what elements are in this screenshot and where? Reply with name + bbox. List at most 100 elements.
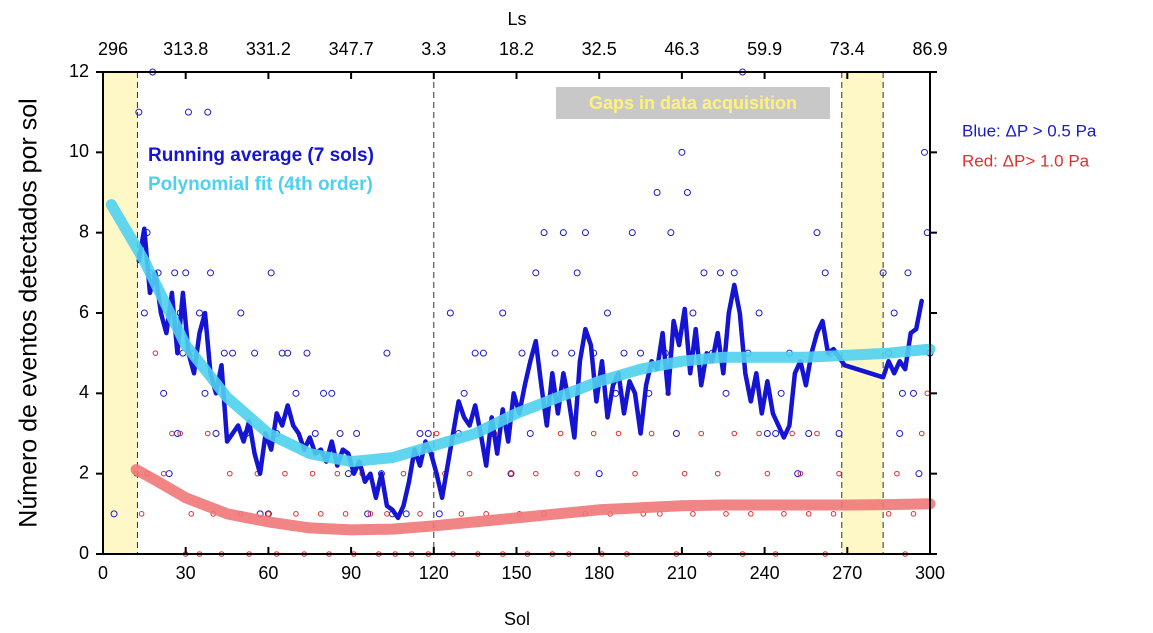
data-point (637, 349, 645, 357)
data-point (797, 470, 804, 477)
data-point (344, 470, 352, 478)
legend-entry: Polynomial fit (4th order) (148, 174, 373, 195)
legend-entry: Red: ΔP> 1.0 Pa (962, 151, 1090, 170)
data-point (896, 430, 904, 437)
data-point (540, 229, 548, 237)
data-point (169, 430, 175, 437)
data-point (595, 470, 603, 478)
data-point (311, 430, 319, 437)
data-point (282, 470, 288, 477)
data-point (909, 389, 917, 397)
data-point (160, 470, 167, 477)
data-point (165, 470, 173, 478)
data-point (690, 511, 696, 517)
data-point (681, 470, 688, 477)
data-point (177, 430, 183, 437)
y-tick-label: 12 (69, 61, 89, 81)
top-tick-label: 46.3 (664, 39, 699, 59)
data-point (723, 511, 729, 517)
data-point (152, 350, 159, 356)
data-point (342, 511, 349, 517)
data-point (320, 389, 328, 397)
data-point (424, 430, 432, 437)
y-axis-label: Número de eventos detectados por sol (15, 98, 43, 527)
data-point (518, 349, 526, 357)
top-tick-label: 32.5 (582, 39, 617, 59)
annotation: Gaps in data acquisition (589, 93, 797, 113)
top-axis-label: Ls (507, 9, 526, 29)
data-point (777, 389, 785, 397)
data-point (384, 511, 390, 517)
data-point (229, 349, 237, 357)
data-point (237, 309, 245, 317)
annotation-box (556, 87, 830, 119)
data-point (683, 189, 691, 196)
data-point (309, 470, 316, 477)
data-point (894, 470, 900, 477)
y-tick-label: 2 (79, 462, 89, 482)
data-point (836, 470, 842, 477)
data-point (730, 269, 738, 277)
data-point (716, 269, 724, 277)
y-tick-label: 6 (79, 302, 89, 322)
data-point (507, 470, 515, 478)
x-tick-label: 120 (419, 563, 449, 583)
x-tick-label: 0 (98, 563, 108, 583)
data-point (805, 511, 812, 517)
data-point (479, 349, 487, 357)
data-point (532, 269, 540, 277)
data-point (672, 430, 680, 437)
data-point (204, 430, 211, 437)
data-point (212, 430, 220, 437)
data-point (794, 470, 802, 478)
x-tick-label: 300 (915, 563, 945, 583)
data-point (265, 511, 272, 517)
data-point (471, 349, 479, 357)
fit-line (130, 464, 936, 536)
data-point (756, 430, 762, 437)
data-point (293, 511, 299, 517)
data-point (557, 430, 564, 437)
data-point (383, 349, 391, 357)
data-point (182, 269, 190, 277)
data-point (890, 309, 898, 317)
data-point (689, 309, 697, 317)
x-axis-label: Sol (504, 609, 530, 629)
data-point (830, 511, 837, 517)
data-point (632, 470, 638, 477)
data-point (924, 390, 931, 397)
data-point (678, 148, 686, 156)
data-point (499, 309, 507, 317)
data-point (138, 511, 145, 517)
data-point (789, 430, 795, 437)
data-point (160, 389, 168, 397)
data-point (910, 511, 917, 517)
data-point (267, 269, 275, 277)
data-point (364, 510, 372, 518)
data-point (885, 511, 892, 517)
data-point (814, 430, 820, 437)
fit-line (105, 199, 936, 468)
data-point (628, 229, 636, 237)
data-point (400, 470, 407, 477)
data-point (317, 511, 324, 517)
x-tick-label: 210 (667, 563, 697, 583)
data-point (915, 470, 923, 478)
data-point (334, 470, 341, 477)
data-point (207, 269, 215, 277)
data-point (904, 269, 912, 277)
data-point (328, 389, 336, 397)
data-point (526, 430, 534, 437)
average-line (136, 226, 924, 521)
data-point (918, 430, 925, 437)
y-tick-label: 0 (79, 543, 89, 563)
gap-region (841, 72, 884, 554)
data-point (220, 349, 228, 357)
data-point (417, 511, 423, 517)
data-point (748, 511, 754, 517)
data-point (551, 349, 559, 357)
top-tick-label: 3.3 (421, 39, 446, 59)
data-point (781, 511, 787, 517)
data-point (722, 389, 730, 397)
